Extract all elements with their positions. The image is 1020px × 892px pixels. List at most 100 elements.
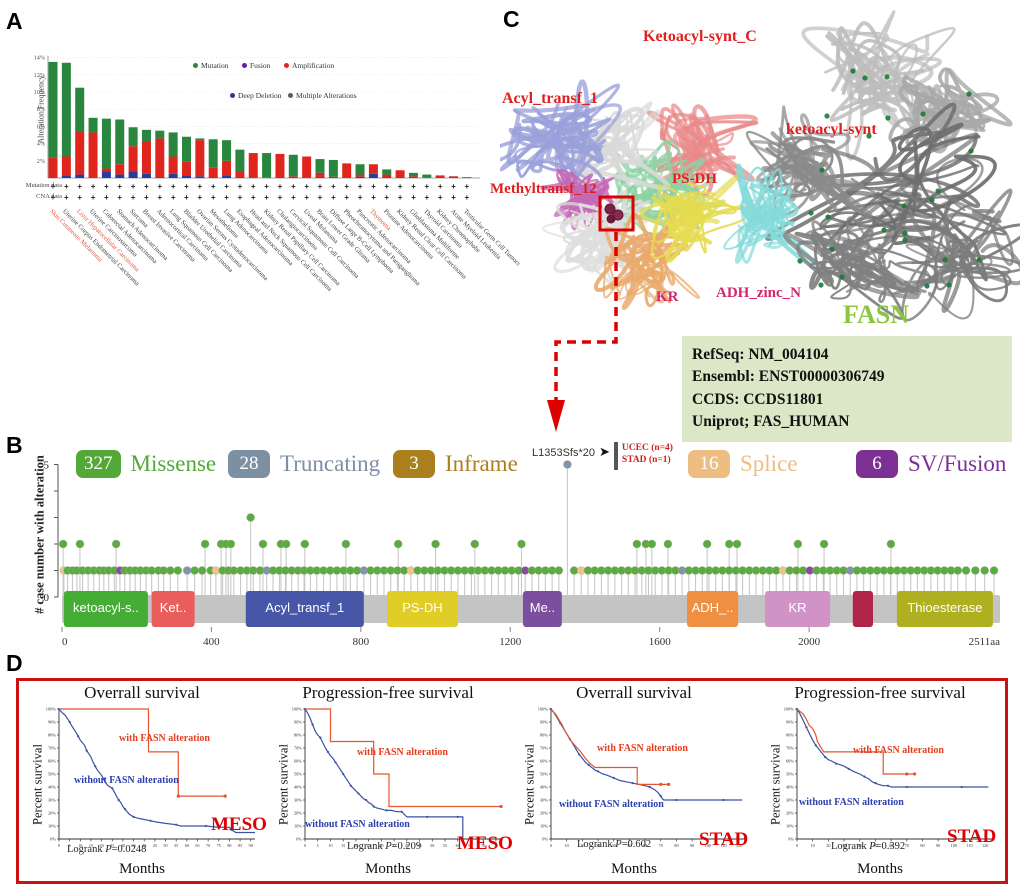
svg-text:+: + bbox=[51, 182, 56, 191]
svg-text:PS-DH: PS-DH bbox=[402, 600, 442, 615]
annotation-bar-icon bbox=[613, 442, 618, 470]
uniprot-line: Uniprot; FAS_HUMAN bbox=[692, 413, 850, 431]
svg-text:30%: 30% bbox=[786, 798, 794, 803]
svg-text:+: + bbox=[77, 182, 82, 191]
svg-text:75: 75 bbox=[494, 843, 498, 848]
svg-text:40%: 40% bbox=[294, 785, 302, 790]
svg-text:+: + bbox=[331, 182, 336, 191]
panel-b-lollipop-plot: # case number with alteration 5 0 ketoacyl… bbox=[0, 437, 1020, 655]
km-plot-stad-pfs: Progression-free survival Percent surviv… bbox=[757, 681, 1003, 881]
bar-segment bbox=[101, 118, 111, 169]
svg-text:90: 90 bbox=[690, 843, 694, 848]
domain-thioesterase: Thioesterase bbox=[896, 591, 993, 627]
structure-label-kr: KR bbox=[656, 289, 679, 305]
svg-text:+: + bbox=[238, 182, 243, 191]
svg-text:80%: 80% bbox=[786, 733, 794, 738]
svg-text:0: 0 bbox=[796, 843, 798, 848]
svg-text:+: + bbox=[64, 182, 69, 191]
panel-label-a: A bbox=[6, 8, 23, 34]
svg-text:+: + bbox=[211, 193, 216, 202]
mutation-lollipop bbox=[431, 539, 440, 549]
structure-label-ketoacyl-synt: ketoacyl-synt bbox=[786, 121, 877, 138]
annotation-ucec-count: UCEC (n=4) bbox=[621, 443, 673, 453]
bar-segment bbox=[449, 176, 458, 178]
mutation-data-row-label: Mutation data bbox=[25, 182, 62, 189]
fusion-dot-icon bbox=[242, 63, 247, 68]
mutation-lollipop bbox=[341, 539, 351, 549]
svg-text:5: 5 bbox=[69, 843, 71, 848]
mutation-lollipop bbox=[971, 566, 980, 575]
svg-text:ketoacyl-s..: ketoacyl-s.. bbox=[73, 600, 139, 615]
annotation-arrow-icon: ➤ bbox=[599, 444, 610, 459]
svg-text:45: 45 bbox=[417, 843, 421, 848]
svg-text:+: + bbox=[131, 193, 136, 202]
svg-text:40: 40 bbox=[142, 843, 146, 848]
svg-text:60: 60 bbox=[456, 843, 460, 848]
km-x-axis-label: Months bbox=[857, 861, 903, 877]
svg-text:+: + bbox=[411, 193, 416, 202]
svg-text:60: 60 bbox=[889, 843, 893, 848]
km-curve bbox=[796, 708, 915, 775]
svg-text:15: 15 bbox=[341, 843, 345, 848]
svg-text:50: 50 bbox=[430, 843, 434, 848]
structure-domain-cluster bbox=[892, 184, 1020, 322]
svg-text:40: 40 bbox=[858, 843, 862, 848]
svg-text:100: 100 bbox=[705, 843, 711, 848]
legend-item-fusion: Fusion bbox=[242, 61, 270, 70]
l1353-mutation-label: L1353Sfs*20 bbox=[532, 447, 595, 459]
svg-text:ADH_..: ADH_.. bbox=[692, 600, 734, 615]
mutation-lollipop bbox=[182, 566, 192, 575]
bar-segment bbox=[115, 164, 125, 175]
svg-text:70%: 70% bbox=[786, 746, 794, 751]
svg-text:40%: 40% bbox=[48, 785, 56, 790]
mutation-site-highlight-box bbox=[598, 195, 635, 232]
fasn-gene-label: FASN bbox=[843, 300, 909, 329]
svg-text:+: + bbox=[424, 182, 429, 191]
mutation-lollipop bbox=[563, 460, 572, 469]
mutation-lollipop bbox=[724, 539, 734, 549]
km-curve bbox=[304, 708, 464, 839]
svg-text:80%: 80% bbox=[540, 733, 548, 738]
km-curve bbox=[59, 708, 226, 797]
svg-text:+: + bbox=[398, 193, 403, 202]
domain-acyl-transf-1: Acyl_transf_1 bbox=[245, 591, 364, 627]
bar-segment bbox=[315, 177, 325, 178]
svg-text:10%: 10% bbox=[294, 824, 302, 829]
svg-text:+: + bbox=[438, 182, 443, 191]
bar-segment bbox=[75, 174, 85, 178]
km-x-axis-label: Months bbox=[119, 861, 165, 877]
domain-adh-: ADH_.. bbox=[686, 591, 739, 627]
deep-deletion-dot-icon bbox=[230, 93, 235, 98]
bar-segment bbox=[115, 119, 125, 165]
svg-text:4%: 4% bbox=[37, 141, 45, 148]
bar-segment bbox=[168, 173, 178, 178]
bar-segment bbox=[48, 61, 58, 158]
svg-text:20: 20 bbox=[826, 843, 830, 848]
bar-segment bbox=[355, 174, 365, 177]
bar-segment bbox=[328, 176, 338, 178]
svg-text:+: + bbox=[171, 182, 176, 191]
svg-text:50%: 50% bbox=[540, 772, 548, 777]
svg-text:Me..: Me.. bbox=[530, 600, 555, 615]
bar-segment bbox=[422, 177, 432, 178]
bar-segment bbox=[195, 140, 205, 177]
svg-text:0: 0 bbox=[62, 636, 68, 648]
bar-segment bbox=[101, 168, 111, 172]
svg-text:120: 120 bbox=[736, 843, 742, 848]
svg-text:30%: 30% bbox=[48, 798, 56, 803]
domain-kr: KR bbox=[765, 591, 831, 627]
svg-text:100%: 100% bbox=[292, 707, 303, 712]
bar-segment bbox=[408, 176, 418, 178]
mutation-lollipop bbox=[197, 566, 207, 575]
bar-segment bbox=[61, 175, 71, 178]
bar-segment bbox=[262, 177, 272, 178]
svg-text:12%: 12% bbox=[34, 72, 45, 79]
domain-ps-dh: PS-DH bbox=[386, 591, 458, 627]
svg-text:90: 90 bbox=[249, 843, 253, 848]
l1353-annotation: L1353Sfs*20 ➤ UCEC (n=4) STAD (n=1) bbox=[532, 442, 673, 470]
svg-text:+: + bbox=[384, 182, 389, 191]
without-alteration-label: without FASN alteration bbox=[74, 775, 179, 786]
svg-text:50%: 50% bbox=[294, 772, 302, 777]
bar-segment bbox=[101, 171, 111, 178]
svg-text:90%: 90% bbox=[48, 720, 56, 725]
